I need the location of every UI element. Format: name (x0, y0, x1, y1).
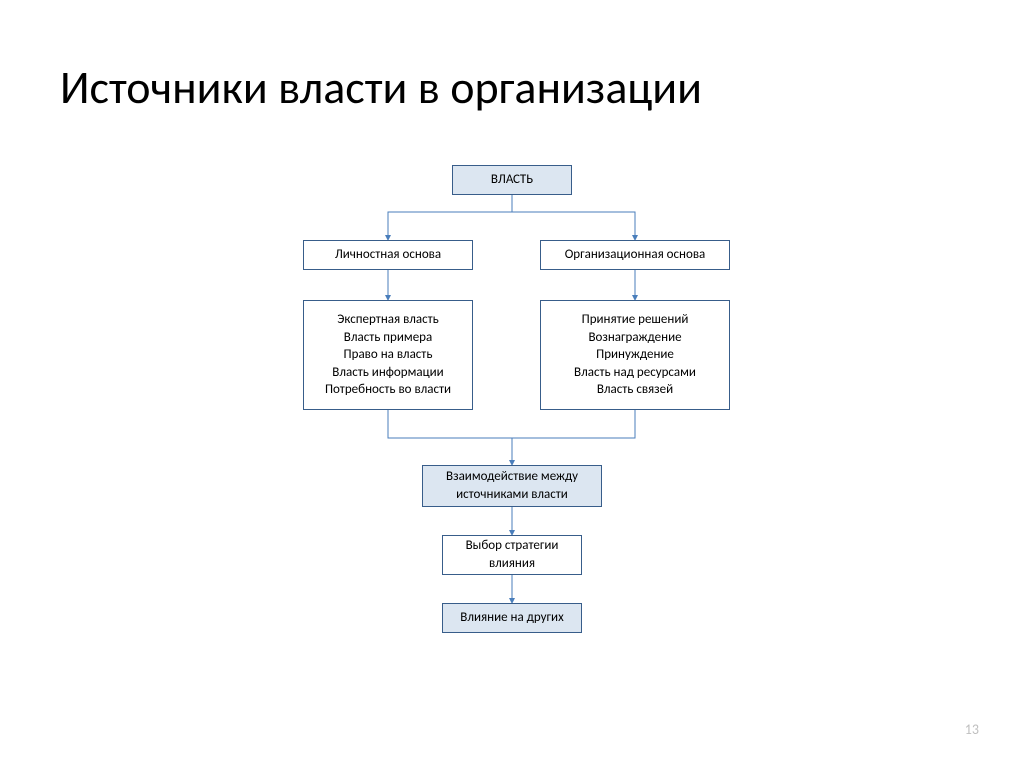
node-org_list: Принятие решенийВознаграждениеПринуждени… (540, 300, 730, 410)
slide: Источники власти в организации ВЛАСТЬ Лич… (0, 0, 1024, 768)
slide-title: Источники власти в организации (60, 60, 702, 116)
edge-0 (388, 195, 512, 240)
page-number: 13 (965, 721, 979, 738)
node-interaction: Взаимодействие междуисточниками власти (422, 465, 602, 507)
node-personal_list: Экспертная властьВласть примераПраво на … (303, 300, 473, 410)
node-strategy: Выбор стратегиивлияния (442, 535, 582, 575)
node-org: Организационная основа (540, 240, 730, 270)
node-personal: Личностная основа (303, 240, 473, 270)
edge-5 (512, 410, 635, 438)
node-power: ВЛАСТЬ (452, 165, 572, 195)
edge-4 (388, 410, 512, 465)
edge-1 (512, 195, 635, 240)
node-influence: Влияние на других (442, 603, 582, 633)
